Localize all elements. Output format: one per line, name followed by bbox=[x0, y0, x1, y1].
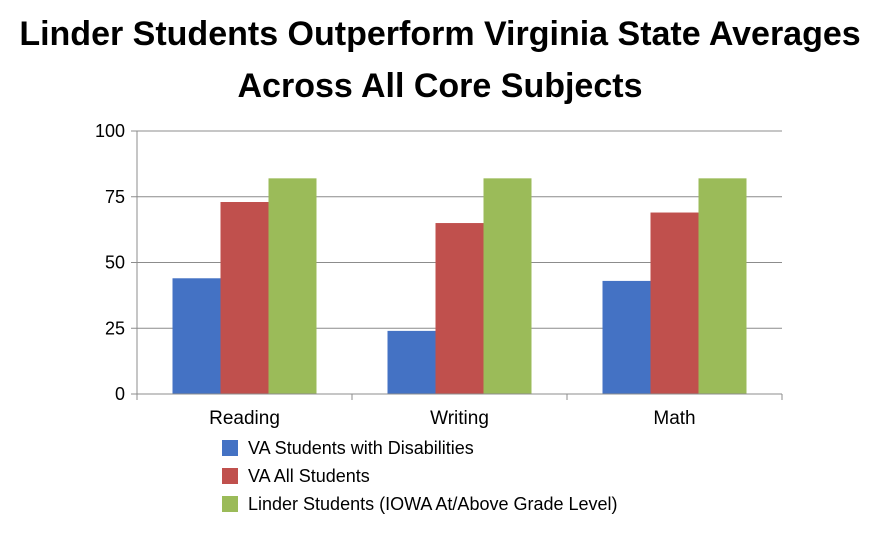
chart-title: Linder Students Outperform Virginia Stat… bbox=[0, 8, 880, 112]
bar bbox=[602, 280, 651, 394]
x-tick-label: Math bbox=[653, 408, 695, 429]
chart-title-line-1: Linder Students Outperform Virginia Stat… bbox=[19, 15, 861, 53]
bar bbox=[268, 178, 317, 394]
legend-item: VA All Students bbox=[222, 462, 618, 490]
y-tick-label: 50 bbox=[105, 253, 125, 273]
bar bbox=[650, 212, 699, 394]
bar bbox=[220, 202, 269, 394]
bar bbox=[387, 330, 436, 394]
legend: VA Students with Disabilities VA All Stu… bbox=[222, 434, 618, 518]
bar bbox=[172, 278, 221, 394]
legend-label: VA All Students bbox=[248, 465, 370, 486]
legend-swatch bbox=[222, 440, 238, 456]
legend-swatch bbox=[222, 468, 238, 484]
bar bbox=[483, 178, 532, 394]
legend-item: Linder Students (IOWA At/Above Grade Lev… bbox=[222, 490, 618, 518]
bar bbox=[435, 223, 484, 394]
y-tick-label: 75 bbox=[105, 187, 125, 207]
x-tick-label: Writing bbox=[430, 408, 489, 429]
legend-item: VA Students with Disabilities bbox=[222, 434, 618, 462]
legend-swatch bbox=[222, 496, 238, 512]
y-tick-label: 100 bbox=[95, 121, 125, 141]
legend-label: VA Students with Disabilities bbox=[248, 437, 474, 458]
chart-title-line-2: Across All Core Subjects bbox=[237, 67, 643, 105]
x-tick-label: Reading bbox=[209, 408, 280, 429]
y-tick-label: 0 bbox=[115, 384, 125, 404]
y-tick-label: 25 bbox=[105, 318, 125, 338]
bar bbox=[698, 178, 747, 394]
legend-label: Linder Students (IOWA At/Above Grade Lev… bbox=[248, 493, 618, 514]
